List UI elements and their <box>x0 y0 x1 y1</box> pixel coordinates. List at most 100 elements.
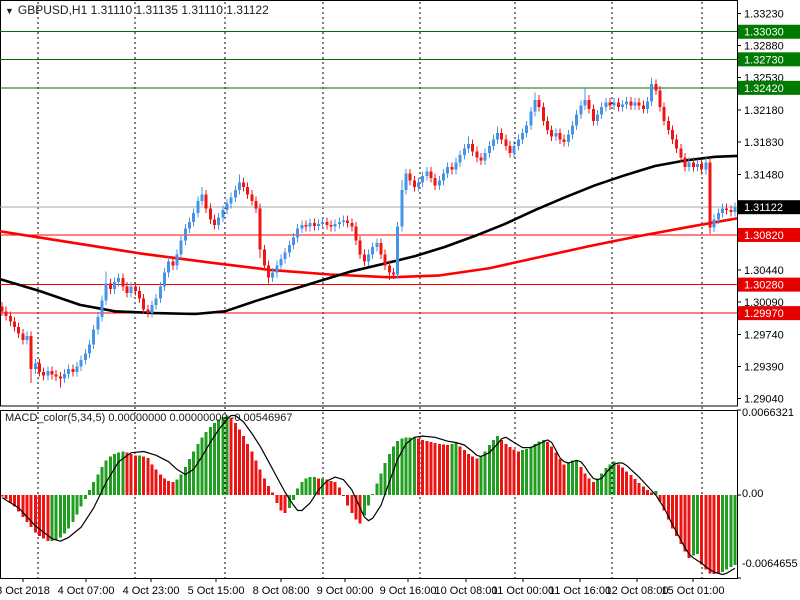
candle <box>321 222 325 224</box>
candle <box>196 200 200 213</box>
macd-bar <box>233 423 237 496</box>
macd-bar <box>508 446 512 496</box>
macd-bar <box>21 495 25 517</box>
macd-bar <box>254 460 258 496</box>
candle <box>521 132 525 140</box>
candle <box>400 189 404 227</box>
candle <box>504 139 508 146</box>
candle <box>258 208 262 250</box>
macd-bar <box>641 486 645 496</box>
macd-bar <box>275 495 279 503</box>
candle <box>408 173 412 181</box>
macd-bar <box>271 492 275 496</box>
chart-dropdown-arrow-icon[interactable]: ▼ <box>5 6 14 16</box>
macd-bar <box>46 495 50 542</box>
macd-bar <box>88 489 92 496</box>
candle <box>471 143 475 152</box>
candle <box>658 90 662 108</box>
candle <box>17 326 21 334</box>
candle <box>387 265 391 273</box>
macd-bar <box>475 458 479 496</box>
candle <box>700 164 704 170</box>
candle <box>179 240 183 255</box>
macd-bar <box>591 482 595 496</box>
macd-bar <box>204 432 208 496</box>
macd-bar <box>125 452 129 496</box>
macd-bar <box>491 439 495 496</box>
candle <box>75 366 79 372</box>
time-label: 11 Oct 16:00 <box>549 585 611 597</box>
candle <box>512 145 516 154</box>
macd-bar <box>716 495 720 575</box>
candle <box>229 197 233 204</box>
candle <box>433 177 437 186</box>
macd-bar <box>321 478 325 496</box>
candle <box>54 374 58 377</box>
macd-bar <box>100 466 104 496</box>
candle <box>262 249 266 266</box>
macd-bar <box>504 443 508 496</box>
candle <box>616 102 620 108</box>
candle <box>508 145 512 154</box>
candle <box>175 254 179 266</box>
candle <box>716 212 720 220</box>
macd-bar <box>237 429 241 496</box>
macd-bar <box>38 495 42 537</box>
candle <box>554 132 558 137</box>
macd-bar <box>4 495 8 499</box>
support-price-badge <box>738 306 800 321</box>
macd-bar <box>516 451 520 496</box>
candle <box>275 265 279 273</box>
candle <box>525 125 529 133</box>
candle <box>279 258 283 266</box>
macd-bar <box>695 495 699 555</box>
macd-bar <box>637 482 641 496</box>
candle <box>4 311 8 316</box>
macd-bar <box>242 436 246 496</box>
candle <box>342 220 346 223</box>
candle <box>466 143 470 149</box>
candle <box>679 148 683 158</box>
candle <box>375 243 379 247</box>
macd-bar <box>600 473 604 496</box>
macd-bar <box>217 419 221 496</box>
candle <box>304 224 308 227</box>
macd-bar <box>196 443 200 496</box>
candle <box>29 336 33 370</box>
macd-bar <box>146 457 150 496</box>
candle <box>533 99 537 112</box>
candle <box>562 139 566 143</box>
candle <box>546 120 550 131</box>
candle <box>579 105 583 115</box>
candle <box>379 243 383 255</box>
macd-bar <box>158 474 162 496</box>
candle <box>225 203 229 211</box>
macd-bar <box>379 473 383 496</box>
macd-bar <box>113 454 117 496</box>
macd-bar <box>575 459 579 496</box>
time-label: 8 Oct 08:00 <box>253 585 310 597</box>
support-price-badge-text: 1.30820 <box>744 230 784 242</box>
macd-bar <box>79 495 83 507</box>
macd-bar <box>566 462 570 496</box>
macd-bar <box>650 492 654 496</box>
time-label: 5 Oct 15:00 <box>188 585 245 597</box>
macd-bar <box>346 495 350 506</box>
candle <box>483 153 487 161</box>
candle <box>254 200 258 209</box>
candle <box>63 373 67 379</box>
candle <box>221 210 225 218</box>
price-tick-label: 1.33230 <box>744 8 784 20</box>
macd-bar <box>712 495 716 574</box>
candle <box>487 145 491 154</box>
macd-bar <box>666 495 670 520</box>
candle <box>0 306 4 312</box>
macd-bar <box>554 452 558 496</box>
candle <box>708 162 712 228</box>
candle <box>367 254 370 262</box>
time-label: 9 Oct 00:00 <box>317 585 374 597</box>
macd-bar <box>371 493 375 496</box>
candle <box>133 286 137 292</box>
macd-bar <box>25 495 29 523</box>
